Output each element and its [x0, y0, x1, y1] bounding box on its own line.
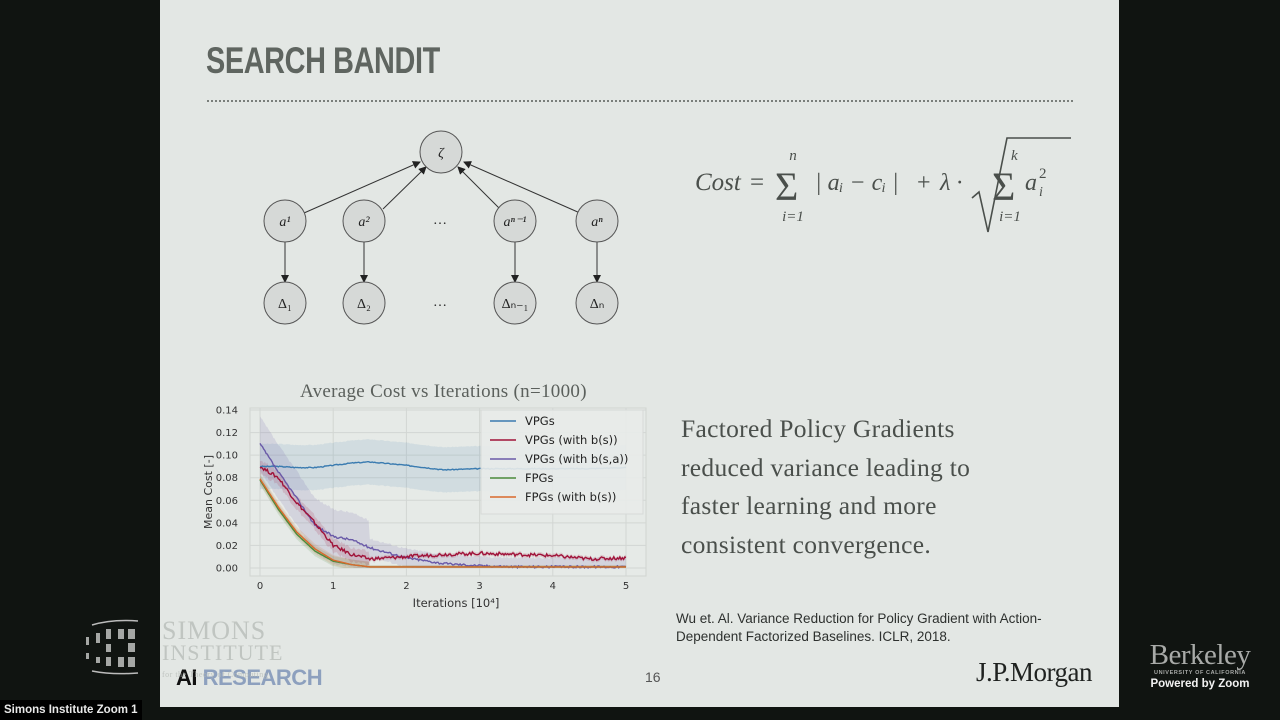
sum2-sigma: Σ	[992, 164, 1015, 209]
x-tick-label: 2	[403, 581, 409, 592]
citation: Wu et. Al. Variance Reduction for Policy…	[676, 611, 1042, 644]
legend-item: VPGs	[525, 414, 555, 428]
simons-institute-icon	[86, 619, 139, 675]
formula-equals: =	[750, 169, 764, 196]
legend-item: FPGs (with b(s))	[525, 490, 616, 504]
sum1-upper: n	[789, 148, 797, 164]
legend-item: VPGs (with b(s))	[525, 433, 618, 447]
powered-by-zoom: Powered by Zoom	[1150, 678, 1250, 690]
chart-legend: VPGs VPGs (with b(s)) VPGs (with b(s,a)) FP…	[480, 409, 644, 515]
y-tick-label: 0.08	[216, 473, 238, 484]
x-tick-label: 0	[257, 581, 263, 592]
y-axis-label: Mean Cost [-]	[202, 455, 215, 529]
formula-lhs: Cost	[695, 169, 742, 196]
slide-title: SEARCH BANDIT	[206, 40, 440, 81]
y-tick-label: 0.00	[216, 564, 238, 575]
x-tick-label: 4	[550, 581, 556, 592]
node-action-2: a²	[358, 215, 370, 230]
node-action-n: aⁿ	[591, 215, 603, 230]
sum1-sigma: Σ	[775, 164, 798, 209]
x-tick-label: 1	[330, 581, 336, 592]
berkeley-zoom-watermark: Berkeley UNIVERSITY OF CALIFORNIA Powere…	[1140, 640, 1260, 690]
svg-text:2: 2	[1039, 166, 1047, 182]
formula-term1: | aᵢ − cᵢ |	[815, 170, 899, 196]
series-line	[259, 478, 626, 568]
x-tick-label: 5	[623, 581, 629, 592]
node-delta-1: Δ₁	[278, 297, 292, 312]
simons-institute-logo: SIMONS INSTITUTE for the Theory of Compu…	[162, 616, 284, 680]
sum2-upper: k	[1011, 148, 1018, 164]
formula-term2: a	[1025, 170, 1037, 196]
ai-research-logo: AI RESEARCH	[176, 665, 323, 690]
node-delta-2: Δ₂	[357, 297, 371, 312]
page-number: 16	[645, 669, 661, 685]
y-tick-label: 0.14	[216, 406, 238, 417]
formula-plus: +	[917, 170, 931, 196]
y-tick-label: 0.12	[216, 428, 238, 439]
x-tick-label: 3	[476, 581, 482, 592]
chart-title: Average Cost vs Iterations (n=1000)	[300, 381, 587, 402]
formula-lambda: λ ·	[939, 170, 962, 196]
participant-name-label: Simons Institute Zoom 1	[0, 700, 142, 720]
node-ellipsis-2: …	[433, 295, 447, 310]
series-line	[259, 466, 627, 562]
y-tick-label: 0.02	[216, 541, 238, 552]
node-ellipsis: …	[433, 213, 447, 228]
sum1-lower: i=1	[782, 209, 804, 225]
sum2-lower: i=1	[999, 209, 1021, 225]
title-divider	[207, 100, 1073, 102]
node-action-n-1: aⁿ⁻¹	[504, 215, 527, 230]
jpmorgan-logo: J.P.Morgan	[976, 657, 1093, 687]
legend-item: FPGs	[525, 471, 553, 485]
node-delta-n-1: Δₙ₋₁	[502, 297, 529, 312]
legend-item: VPGs (with b(s,a))	[525, 452, 628, 466]
node-zeta: ζ	[438, 146, 445, 161]
node-delta-n: Δₙ	[590, 297, 605, 312]
description-text: Factored Policy Gradients reduced varian…	[681, 414, 971, 559]
presentation-slide: SEARCH BANDIT	[160, 0, 1119, 707]
x-axis-label: Iterations [10⁴]	[413, 596, 500, 610]
y-tick-label: 0.04	[216, 518, 238, 529]
y-tick-label: 0.06	[216, 496, 238, 507]
cost-formula: Cost = n Σ i=1 | aᵢ − cᵢ | + λ · k Σ i=1…	[695, 137, 1071, 233]
svg-text:i: i	[1039, 185, 1043, 200]
y-tick-label: 0.10	[216, 451, 238, 462]
graphical-model-diagram: ζ a¹ a² … aⁿ⁻¹ aⁿ Δ₁ Δ₂ … Δₙ₋₁ Δₙ	[263, 130, 619, 325]
berkeley-logo: Berkeley	[1149, 639, 1251, 671]
node-action-1: a¹	[279, 215, 290, 230]
